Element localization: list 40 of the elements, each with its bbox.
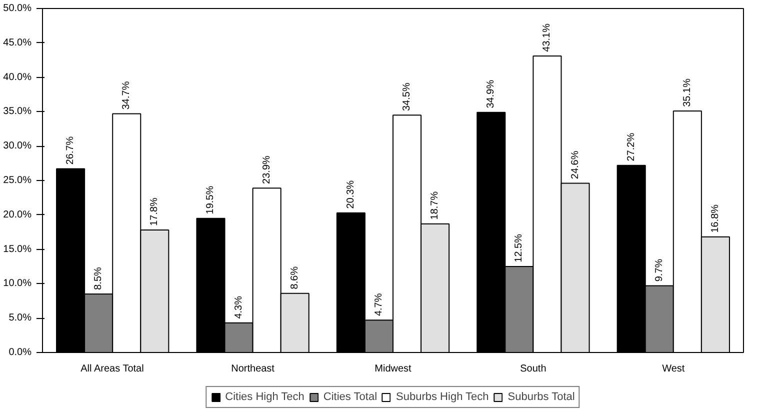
data-label: 34.9%: [486, 80, 497, 108]
data-label: 34.5%: [402, 82, 413, 112]
data-label: 34.7%: [121, 81, 132, 110]
x-tick-label: West: [662, 364, 685, 374]
data-label: 12.5%: [514, 234, 525, 262]
data-label: 9.7%: [654, 258, 665, 282]
x-tick-label: All Areas Total: [80, 364, 144, 374]
data-label: 27.2%: [626, 132, 637, 162]
y-tick-label: 15.0%: [3, 244, 32, 255]
y-tick-label: 10.0%: [3, 278, 32, 290]
data-label: 4.7%: [373, 293, 384, 316]
data-label: 26.7%: [65, 136, 76, 165]
x-tick-label: Northeast: [231, 364, 275, 374]
data-label: 35.1%: [682, 78, 693, 107]
data-label: 18.7%: [430, 191, 441, 220]
legend-label: Cities Total: [323, 391, 378, 403]
y-tick-label: 50.0%: [3, 3, 32, 14]
data-label: 23.9%: [261, 155, 272, 184]
y-tick-label: 25.0%: [3, 175, 32, 186]
data-label: 20.3%: [345, 180, 356, 209]
y-tick-label: 40.0%: [3, 72, 32, 83]
y-tick-label: 35.0%: [3, 106, 32, 118]
legend-label: Suburbs High Tech: [396, 391, 489, 403]
x-tick-label: South: [520, 364, 546, 374]
data-label: 19.5%: [205, 186, 216, 214]
data-label: 16.8%: [710, 204, 721, 233]
y-tick-label: 0.0%: [8, 347, 32, 358]
y-tick-label: 30.0%: [3, 140, 32, 152]
y-tick-label: 20.0%: [3, 209, 32, 220]
legend-label: Suburbs Total: [508, 391, 575, 403]
data-label: 43.1%: [542, 23, 553, 52]
y-tick-label: 5.0%: [8, 312, 32, 324]
x-tick-label: Midwest: [374, 364, 412, 374]
data-label: 24.6%: [570, 150, 581, 180]
data-label: 4.3%: [233, 296, 244, 319]
legend-label: Cities High Tech: [225, 391, 304, 403]
y-tick-label: 45.0%: [3, 37, 32, 48]
data-label: 17.8%: [149, 197, 160, 226]
data-label: 8.5%: [93, 266, 104, 290]
data-label: 8.6%: [289, 266, 300, 290]
